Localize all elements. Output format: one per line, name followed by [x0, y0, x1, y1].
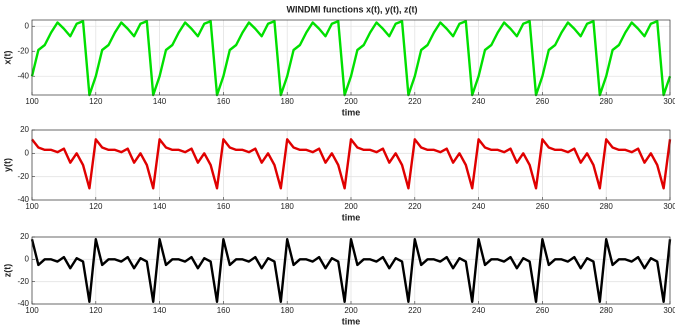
x-tick-label: 160	[217, 202, 231, 211]
y-tick-label: 0	[25, 21, 30, 30]
plot-frame	[31, 19, 671, 96]
y-tick-label: -20	[17, 277, 29, 286]
x-tick-label: 220	[408, 202, 422, 211]
x-tick-label: 100	[25, 202, 39, 211]
y-axis-label: x(t)	[2, 51, 12, 65]
plot-frame	[31, 129, 671, 201]
x-tick-label: 120	[89, 97, 103, 106]
x-tick-label: 260	[536, 306, 550, 315]
x-tick-label: 260	[536, 97, 550, 106]
x-tick-label: 200	[344, 97, 358, 106]
x-tick-label: 220	[408, 97, 422, 106]
x-tick-label: 280	[600, 202, 614, 211]
data-line	[30, 20, 672, 97]
x-tick-label: 280	[600, 306, 614, 315]
x-tick-label: 180	[281, 306, 295, 315]
y-tick-label: 0	[25, 254, 30, 263]
x-tick-label: 300	[663, 306, 675, 315]
x-tick-label: 140	[153, 202, 167, 211]
x-tick-label: 300	[663, 97, 675, 106]
x-tick-label: 140	[153, 306, 167, 315]
chart-title: WINDMI functions x(t), y(t), z(t)	[287, 4, 418, 14]
x-tick-label: 100	[25, 97, 39, 106]
x-tick-label: 200	[344, 306, 358, 315]
x-tick-label: 100	[25, 306, 39, 315]
data-line	[30, 238, 672, 303]
x-axis-label: time	[342, 107, 361, 117]
y-tick-label: -20	[17, 46, 29, 55]
x-tick-label: 160	[217, 306, 231, 315]
plot-frame	[31, 236, 671, 305]
y-tick-label: -20	[17, 172, 29, 181]
y-axis-label: y(t)	[2, 158, 12, 172]
x-tick-label: 280	[600, 97, 614, 106]
data-line	[31, 138, 672, 190]
x-tick-label: 220	[408, 306, 422, 315]
x-tick-label: 180	[281, 97, 295, 106]
y-axis-label: z(t)	[2, 264, 12, 278]
x-tick-label: 260	[536, 202, 550, 211]
x-tick-label: 120	[89, 306, 103, 315]
x-tick-label: 300	[663, 202, 675, 211]
x-axis-label: time	[342, 212, 361, 222]
x-tick-label: 240	[472, 202, 486, 211]
x-tick-label: 240	[472, 306, 486, 315]
x-tick-label: 120	[89, 202, 103, 211]
x-tick-label: 160	[217, 97, 231, 106]
x-tick-label: 140	[153, 97, 167, 106]
x-axis-label: time	[342, 316, 361, 326]
y-tick-label: 20	[20, 232, 29, 241]
y-tick-label: 20	[20, 125, 29, 134]
y-tick-label: 0	[25, 148, 30, 157]
x-tick-label: 180	[281, 202, 295, 211]
y-tick-label: -40	[17, 195, 29, 204]
y-tick-label: -40	[17, 299, 29, 308]
x-tick-label: 240	[472, 97, 486, 106]
x-tick-label: 200	[344, 202, 358, 211]
y-tick-label: -40	[17, 71, 29, 80]
